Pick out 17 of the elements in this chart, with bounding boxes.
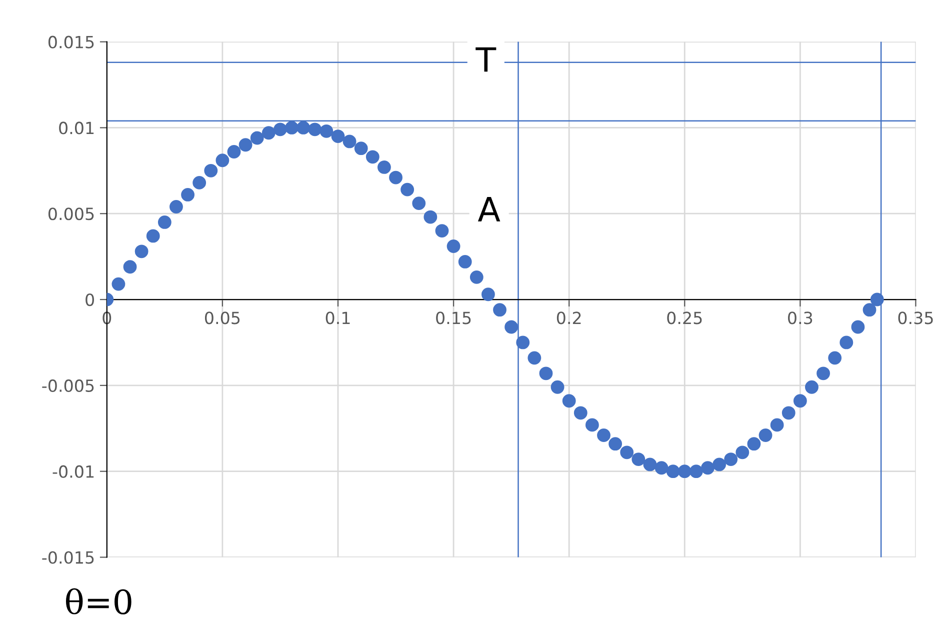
x-tick-label: 0.2 <box>556 312 581 324</box>
y-tick-label: 0 <box>86 293 94 306</box>
y-tick-label: 0.015 <box>48 36 94 48</box>
x-tick-label: 0.1 <box>326 312 350 324</box>
annotation: A <box>478 197 500 222</box>
y-tick-label: -0.015 <box>42 551 94 564</box>
text: θ=0 <box>66 588 132 614</box>
x-tick-label: 0.35 <box>898 312 933 324</box>
y-tick-label: 0.005 <box>48 208 94 220</box>
x-tick-label: 0.05 <box>204 312 240 324</box>
x-tick-label: 0.15 <box>436 312 471 324</box>
y-tick-label: -0.005 <box>42 379 94 392</box>
x-tick-label: 0.25 <box>667 312 702 324</box>
annotation: T <box>476 47 496 72</box>
y-tick-label: 0.01 <box>59 122 94 134</box>
x-tick-label: 0.3 <box>788 312 812 324</box>
y-tick-label: -0.01 <box>52 465 94 478</box>
